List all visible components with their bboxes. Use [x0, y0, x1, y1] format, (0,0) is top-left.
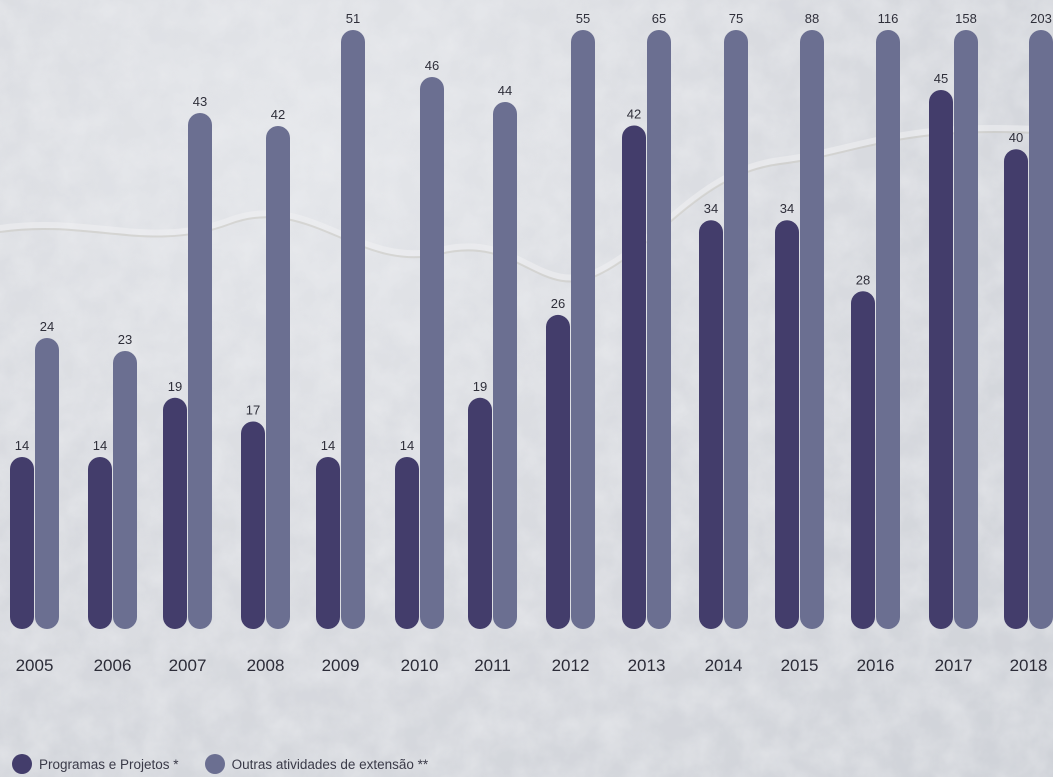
legend: Programas e Projetos * Outras atividades…	[12, 753, 428, 775]
x-tick-label-2009: 2009	[322, 656, 360, 675]
x-tick-label-2014: 2014	[705, 656, 743, 675]
bar-programas-2010	[395, 457, 419, 629]
bar-programas-2005	[10, 457, 34, 629]
data-label-outras-2018: 203	[1030, 11, 1052, 26]
x-tick-label-2016: 2016	[857, 656, 895, 675]
bar-outras-2017	[954, 30, 978, 629]
bars-layer	[10, 30, 1053, 630]
bar-outras-2012	[571, 30, 595, 629]
data-label-programas-2007: 19	[168, 379, 182, 394]
data-label-outras-2009: 51	[346, 11, 360, 26]
x-axis-ticks: 2005 2006 2007 2008 2009 2010 2011 2012 2013 2014…	[16, 656, 1048, 675]
bar-outras-2008	[266, 126, 290, 629]
legend-swatch-programas	[12, 754, 32, 774]
data-label-programas-2008: 17	[246, 402, 260, 417]
data-label-programas-2018: 40	[1009, 130, 1023, 145]
bar-programas-2016	[851, 291, 875, 629]
legend-swatch-outras-atividades	[204, 754, 225, 774]
data-label-outras-2010: 46	[425, 58, 439, 73]
x-tick-label-2007: 2007	[169, 656, 207, 675]
data-label-programas-2009: 14	[321, 438, 335, 453]
data-label-outras-2005: 24	[40, 319, 54, 334]
bar-outras-2010	[420, 77, 444, 629]
x-tick-label-2006: 2006	[94, 656, 132, 675]
bar-programas-2014	[699, 220, 723, 629]
legend-label-programas: Programas e Projetos *	[39, 756, 179, 772]
bar-programas-2017	[929, 90, 953, 629]
data-label-outras-2008: 42	[271, 107, 285, 122]
x-tick-label-2011: 2011	[474, 656, 511, 675]
x-tick-label-2012: 2012	[552, 656, 590, 675]
data-label-outras-2011: 44	[498, 83, 512, 98]
data-label-outras-2016: 116	[878, 11, 899, 26]
bar-programas-2008	[241, 421, 265, 629]
bar-programas-2009	[316, 457, 340, 629]
data-label-programas-2010: 14	[400, 438, 414, 453]
bar-outras-2015	[800, 30, 824, 629]
x-tick-label-2017: 2017	[935, 656, 973, 675]
x-tick-label-2018: 2018	[1010, 656, 1048, 675]
x-tick-label-2008: 2008	[247, 656, 285, 675]
data-labels-layer: 14 24 14 23 19 43 17 42 14 51 14 46 19 44 26 55 42 65 34 75…	[15, 11, 1052, 453]
data-label-programas-2013: 42	[627, 107, 641, 122]
data-label-programas-2011: 19	[473, 379, 487, 394]
x-tick-label-2013: 2013	[628, 656, 666, 675]
data-label-outras-2007: 43	[193, 94, 207, 109]
data-label-outras-2017: 158	[955, 11, 977, 26]
x-tick-label-2005: 2005	[16, 656, 54, 675]
bar-outras-2018	[1029, 30, 1053, 629]
bar-outras-2009	[341, 30, 365, 629]
bar-programas-2011	[468, 397, 492, 629]
bar-outras-2011	[493, 102, 517, 629]
data-label-programas-2014: 34	[704, 201, 718, 216]
data-label-programas-2016: 28	[856, 272, 870, 287]
data-label-outras-2013: 65	[652, 11, 666, 26]
bar-programas-2018	[1004, 149, 1028, 629]
data-label-programas-2006: 14	[93, 438, 107, 453]
data-label-programas-2017: 45	[934, 71, 948, 86]
data-label-outras-2012: 55	[576, 11, 590, 26]
bar-programas-2015	[775, 220, 799, 629]
data-label-outras-2006: 23	[118, 332, 132, 347]
bar-outras-2006	[113, 351, 137, 629]
bar-outras-2016	[876, 30, 900, 629]
data-label-programas-2015: 34	[780, 201, 794, 216]
legend-item-programas: Programas e Projetos *	[12, 754, 179, 774]
bar-programas-2007	[163, 397, 187, 629]
x-tick-label-2015: 2015	[781, 656, 819, 675]
bar-programas-2013	[622, 125, 646, 630]
bar-outras-2013	[647, 30, 671, 629]
data-label-outras-2014: 75	[729, 11, 743, 26]
data-label-outras-2015: 88	[805, 11, 819, 26]
bar-programas-2006	[88, 457, 112, 629]
x-tick-label-2010: 2010	[401, 656, 439, 675]
data-label-programas-2012: 26	[551, 296, 565, 311]
bar-outras-2014	[724, 30, 748, 629]
data-label-programas-2005: 14	[15, 438, 29, 453]
legend-label-outras-atividades: Outras atividades de extensão **	[231, 756, 429, 772]
bar-outras-2007	[188, 113, 212, 629]
bar-programas-2012	[546, 314, 570, 629]
legend-item-outras-atividades: Outras atividades de extensão **	[204, 754, 429, 774]
bar-outras-2005	[35, 338, 59, 629]
